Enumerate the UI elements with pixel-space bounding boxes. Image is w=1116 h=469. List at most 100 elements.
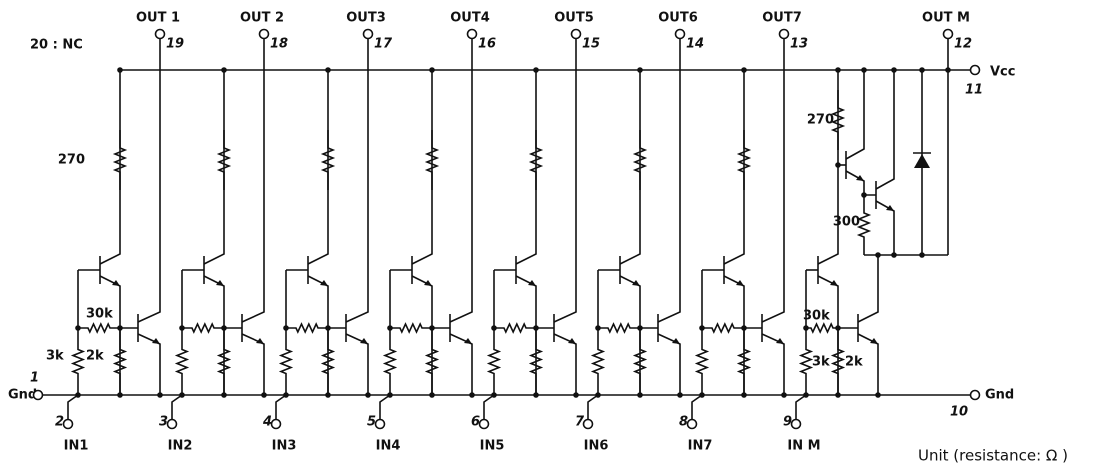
input-label: IN1 xyxy=(64,439,89,454)
junction xyxy=(533,67,539,73)
wire xyxy=(137,38,161,323)
resistor xyxy=(70,328,86,395)
wire xyxy=(275,394,287,420)
output-pin: 13 xyxy=(790,37,808,52)
resistor xyxy=(856,195,872,255)
resistor xyxy=(286,322,328,334)
junction xyxy=(573,392,579,398)
input-label: IN4 xyxy=(376,439,401,454)
input-pin: 6 xyxy=(471,415,480,430)
resistor xyxy=(590,328,606,395)
resistor xyxy=(78,322,120,334)
junction xyxy=(325,67,331,73)
resistor xyxy=(702,322,744,334)
output-pin: 16 xyxy=(478,37,496,52)
resistor xyxy=(736,328,752,395)
unit-note: Unit (resistance: Ω ) xyxy=(918,447,1068,465)
output-label: OUT4 xyxy=(450,11,490,26)
wire xyxy=(307,275,329,395)
resistor-label: 3k xyxy=(812,355,830,370)
terminal xyxy=(154,28,166,40)
wire xyxy=(515,275,537,395)
wire xyxy=(171,394,183,420)
emitter-arrow xyxy=(870,338,878,344)
junction xyxy=(875,392,881,398)
resistor xyxy=(112,130,128,190)
junction xyxy=(861,67,867,73)
input-label: IN M xyxy=(787,439,820,454)
resistor xyxy=(806,322,838,334)
emitter-arrow xyxy=(320,280,328,286)
wire xyxy=(857,255,879,323)
input-label: IN7 xyxy=(688,439,713,454)
junction xyxy=(595,392,601,398)
output-label: OUT 1 xyxy=(136,11,180,26)
terminal xyxy=(362,28,374,40)
emitter-arrow xyxy=(672,338,680,344)
emitter-arrow xyxy=(424,280,432,286)
input-label: IN5 xyxy=(480,439,505,454)
resistor xyxy=(278,328,294,395)
resistor xyxy=(216,130,232,190)
output-pin: 18 xyxy=(270,37,288,52)
junction xyxy=(221,392,227,398)
output-pin: 15 xyxy=(582,37,600,52)
junction xyxy=(637,67,643,73)
resistor xyxy=(632,328,648,395)
input-pin: 4 xyxy=(262,415,272,430)
resistor xyxy=(320,328,336,395)
wire xyxy=(67,394,79,420)
junction xyxy=(677,392,683,398)
terminal xyxy=(62,418,74,430)
resistor xyxy=(528,328,544,395)
terminal xyxy=(258,28,270,40)
junction xyxy=(919,67,925,73)
terminal xyxy=(32,389,44,401)
junction xyxy=(945,67,951,73)
junction xyxy=(117,392,123,398)
junction xyxy=(637,392,643,398)
wire xyxy=(411,70,433,265)
vcc-label: Vcc xyxy=(990,65,1015,80)
junction xyxy=(157,392,163,398)
terminal xyxy=(969,64,981,76)
junction xyxy=(283,392,289,398)
resistor xyxy=(424,328,440,395)
resistor-label: 30k xyxy=(803,309,830,324)
resistor xyxy=(598,322,640,334)
output-pin: 19 xyxy=(166,37,184,52)
emitter-arrow xyxy=(736,280,744,286)
resistor xyxy=(424,130,440,190)
junction xyxy=(179,392,185,398)
terminal xyxy=(674,28,686,40)
junction xyxy=(325,392,331,398)
input-label: IN3 xyxy=(272,439,297,454)
terminal xyxy=(686,418,698,430)
terminal xyxy=(270,418,282,430)
terminal xyxy=(942,28,954,40)
resistor xyxy=(632,130,648,190)
input-pin: 9 xyxy=(783,415,792,430)
wire xyxy=(817,150,839,265)
wire xyxy=(723,275,745,395)
terminal xyxy=(778,28,790,40)
resistor-label: 270 xyxy=(58,153,85,168)
vcc-pin: 11 xyxy=(965,83,983,98)
emitter-arrow xyxy=(830,280,838,286)
junction xyxy=(429,392,435,398)
junction xyxy=(835,392,841,398)
terminal xyxy=(570,28,582,40)
gnd-left-pin: 1 xyxy=(30,371,39,386)
wire xyxy=(657,38,681,323)
wire xyxy=(723,70,745,265)
emitter-arrow xyxy=(776,338,784,344)
wire xyxy=(817,275,839,395)
resistor xyxy=(830,328,846,395)
wire xyxy=(379,394,391,420)
junction xyxy=(699,392,705,398)
emitter-arrow xyxy=(256,338,264,344)
terminal xyxy=(466,28,478,40)
input-label: IN2 xyxy=(168,439,193,454)
terminal xyxy=(166,418,178,430)
wire xyxy=(203,275,225,395)
